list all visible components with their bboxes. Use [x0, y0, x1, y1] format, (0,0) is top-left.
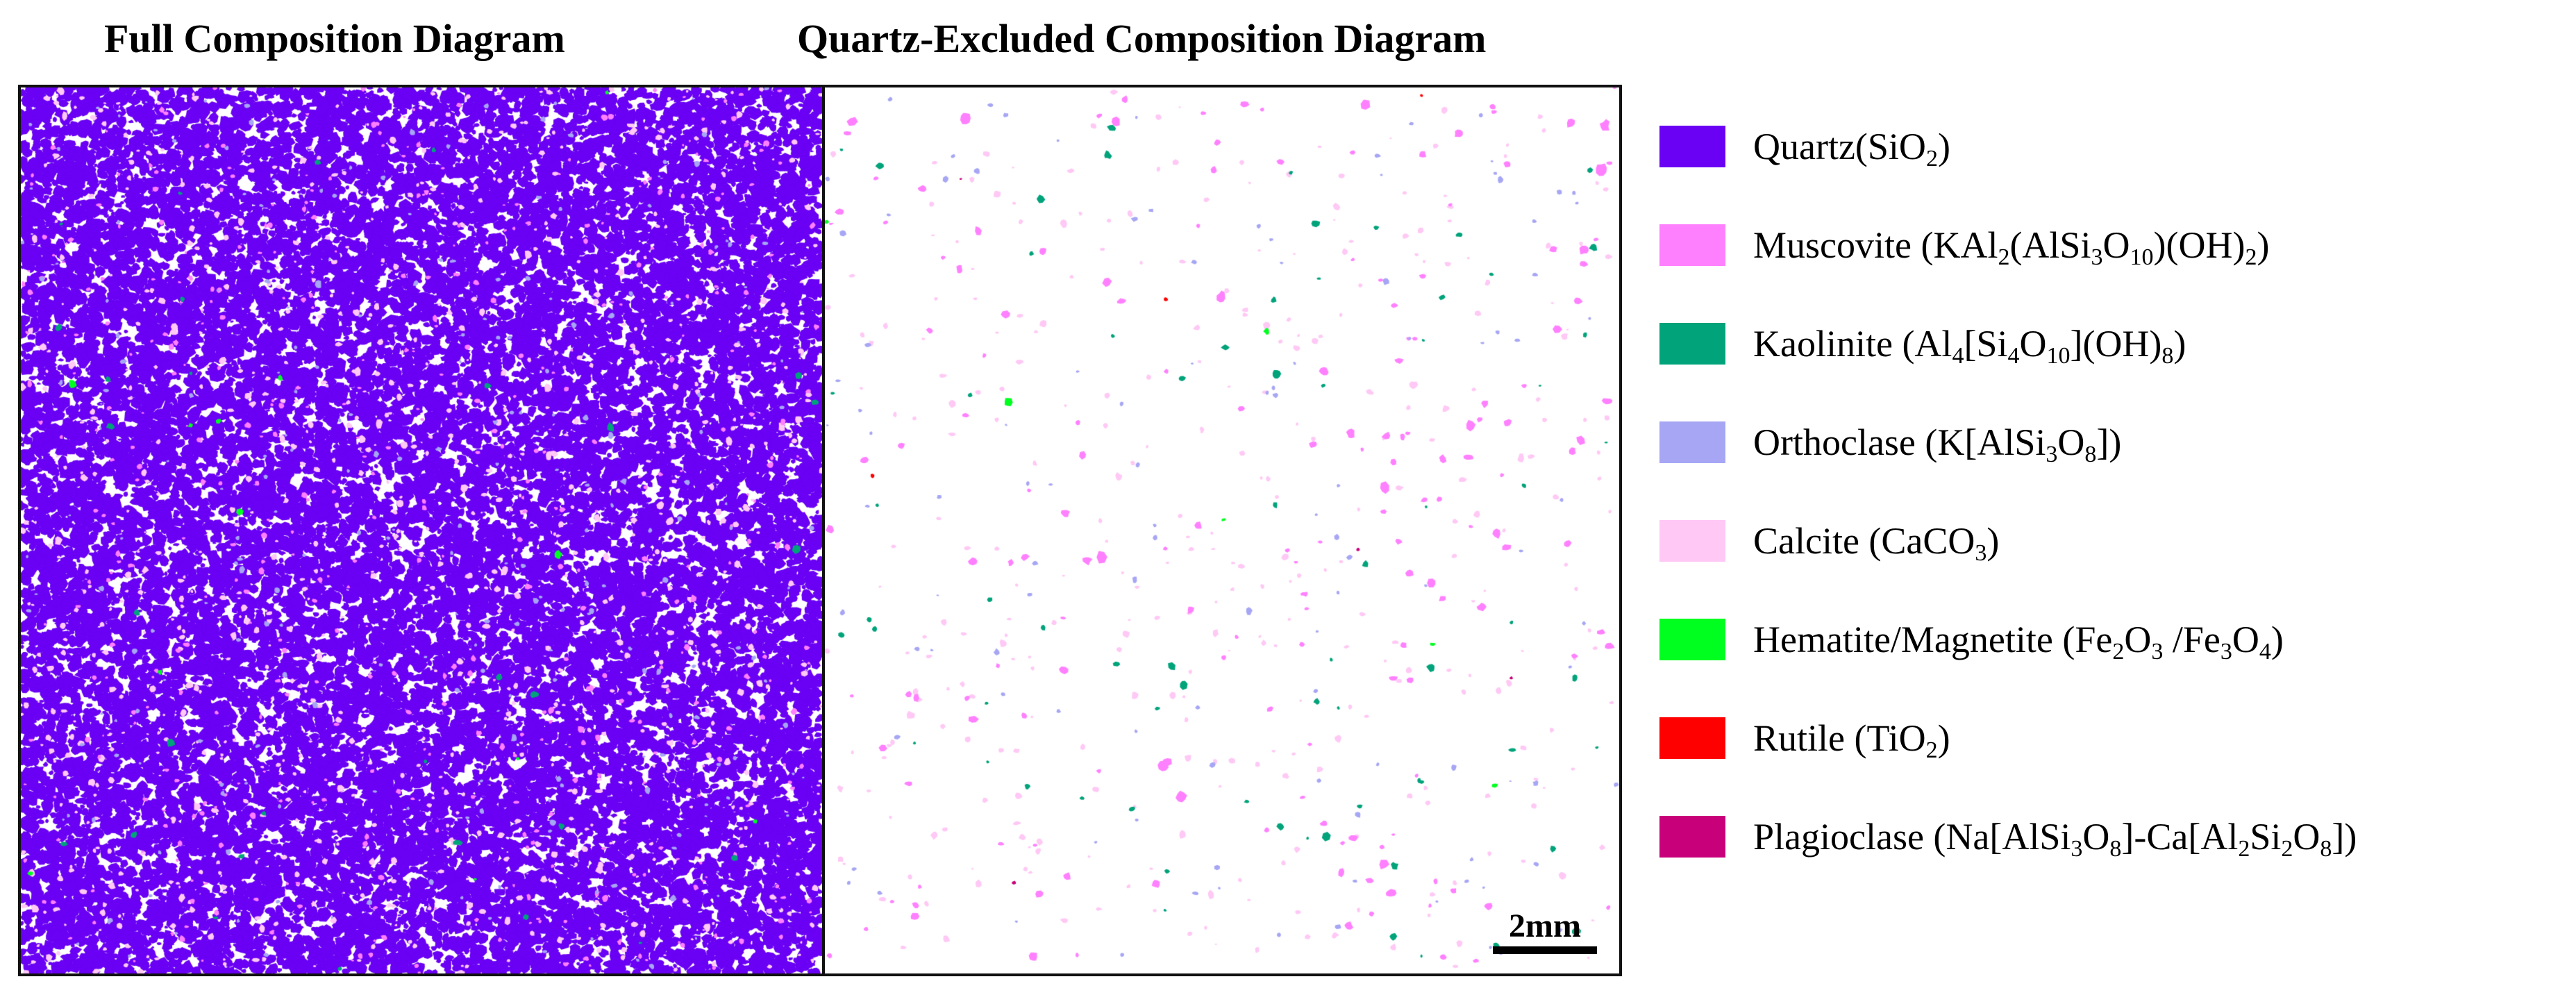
composition-figure-frame: 2mm [18, 85, 1622, 976]
legend-item-hematite-magnetite: Hematite/Magnetite (Fe2O3 /Fe3O4) [1659, 611, 2569, 668]
legend-label: Orthoclase (K[AlSi3O8]) [1753, 421, 2122, 467]
legend-label: Rutile (TiO2) [1753, 717, 1950, 763]
legend-label: Quartz(SiO2) [1753, 126, 1950, 172]
legend-item-plagioclase: Plagioclase (Na[AlSi3O8]-Ca[Al2Si2O8]) [1659, 808, 2569, 865]
legend-label: Plagioclase (Na[AlSi3O8]-Ca[Al2Si2O8]) [1753, 816, 2357, 862]
legend-item-rutile: Rutile (TiO2) [1659, 710, 2569, 767]
full-composition-canvas [21, 87, 822, 973]
legend-item-calcite: Calcite (CaCO3) [1659, 512, 2569, 569]
mineral-legend: Quartz(SiO2) Muscovite (KAl2(AlSi3O10)(OH… [1659, 118, 2569, 907]
legend-item-kaolinite: Kaolinite (Al4[Si4O10](OH)8) [1659, 315, 2569, 372]
quartz-excluded-canvas [825, 87, 1619, 973]
scale-bar-line [1493, 946, 1597, 954]
panel-divider [822, 87, 825, 973]
full-composition-title: Full Composition Diagram [104, 16, 565, 61]
legend-item-quartz: Quartz(SiO2) [1659, 118, 2569, 175]
legend-swatch [1659, 224, 1725, 266]
legend-swatch [1659, 126, 1725, 167]
quartz-excluded-map: 2mm [825, 87, 1619, 973]
scale-bar-label: 2mm [1509, 908, 1581, 944]
legend-swatch [1659, 816, 1725, 858]
scale-bar: 2mm [1493, 908, 1597, 954]
full-composition-map [21, 87, 822, 973]
legend-swatch [1659, 323, 1725, 365]
legend-item-muscovite: Muscovite (KAl2(AlSi3O10)(OH)2) [1659, 217, 2569, 274]
legend-label: Kaolinite (Al4[Si4O10](OH)8) [1753, 323, 2186, 369]
legend-swatch [1659, 717, 1725, 759]
legend-label: Hematite/Magnetite (Fe2O3 /Fe3O4) [1753, 619, 2284, 664]
legend-item-orthoclase: Orthoclase (K[AlSi3O8]) [1659, 414, 2569, 471]
quartz-excluded-title: Quartz-Excluded Composition Diagram [797, 16, 1487, 61]
legend-label: Muscovite (KAl2(AlSi3O10)(OH)2) [1753, 224, 2270, 270]
legend-swatch [1659, 619, 1725, 660]
legend-swatch [1659, 421, 1725, 463]
legend-swatch [1659, 520, 1725, 562]
legend-label: Calcite (CaCO3) [1753, 520, 2000, 566]
